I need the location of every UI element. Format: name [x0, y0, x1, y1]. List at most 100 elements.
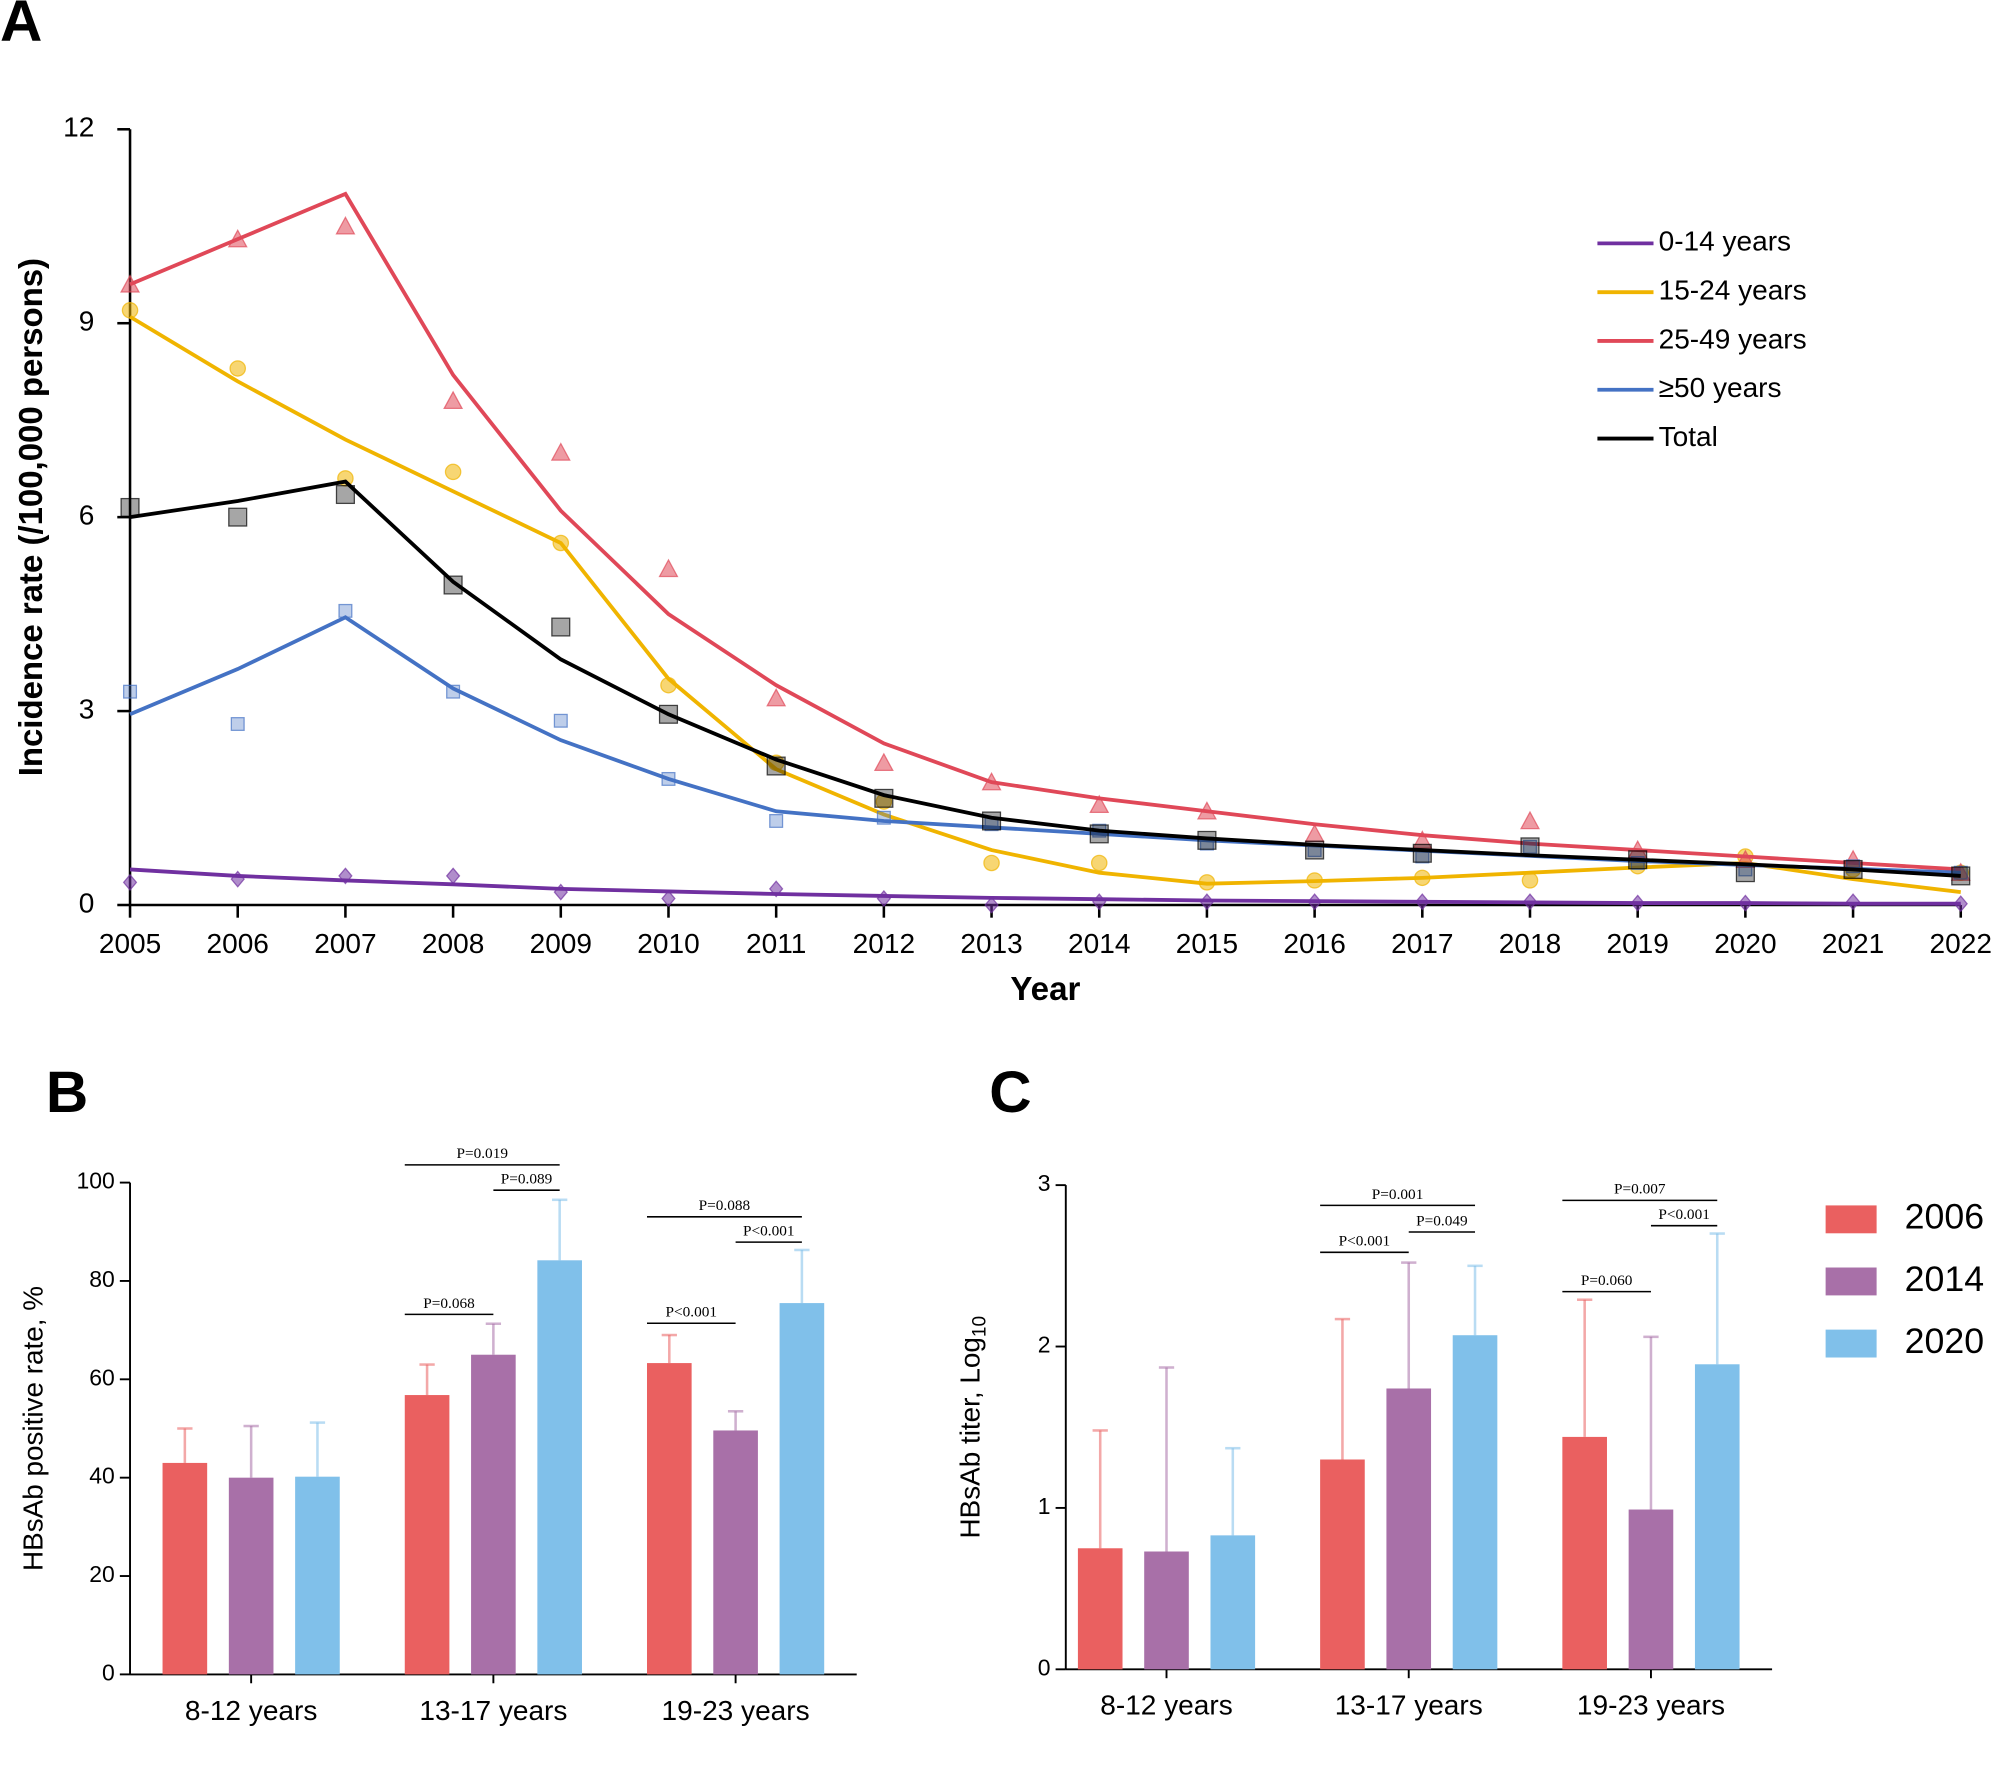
p-value: P=0.001 [1372, 1186, 1424, 1203]
marker [551, 617, 571, 637]
panel-label: A [0, 0, 42, 54]
marker [766, 687, 787, 707]
bar [1694, 1364, 1740, 1670]
legend-label: ≥50 years [1659, 372, 1782, 403]
p-value: P<0.001 [743, 1223, 795, 1240]
marker [553, 883, 568, 901]
y-axis-label-subscript: 10 [969, 1316, 990, 1337]
y-tick-label: 40 [89, 1463, 115, 1489]
bar [1320, 1459, 1365, 1670]
series-line [129, 479, 1961, 878]
series-line [129, 867, 1961, 906]
p-value: P=0.088 [699, 1197, 751, 1214]
legend-label: 0-14 years [1659, 226, 1791, 257]
x-tick-label: 13-17 years [419, 1695, 567, 1726]
marker [123, 684, 138, 699]
series-line [129, 615, 1961, 875]
legend-label: 2014 [1905, 1259, 1984, 1299]
marker [661, 889, 676, 908]
x-tick-label: 2010 [637, 928, 699, 959]
bar [779, 1303, 825, 1675]
p-value: P<0.001 [1658, 1206, 1710, 1223]
marker [121, 302, 139, 319]
marker [658, 558, 679, 578]
y-tick-label: 3 [79, 694, 95, 725]
x-tick-label: 2008 [422, 928, 484, 959]
bar [162, 1462, 208, 1675]
x-tick-label: 2014 [1068, 928, 1130, 959]
marker [984, 896, 999, 914]
x-tick-label: 8-12 years [1100, 1690, 1232, 1721]
y-tick-label: 1 [1038, 1493, 1051, 1519]
bar [1562, 1436, 1607, 1670]
p-value: P=0.007 [1614, 1181, 1666, 1198]
y-tick-label: 60 [89, 1364, 115, 1390]
marker [335, 485, 355, 505]
y-axis-label-text: HBsAb titer, Log [955, 1337, 986, 1538]
marker [445, 867, 461, 885]
marker [443, 575, 463, 595]
y-axis-label: HBsAb titer, Log10 [955, 1316, 990, 1539]
x-tick-label: 2012 [853, 928, 915, 959]
bar [295, 1476, 340, 1675]
y-tick-label: 80 [89, 1266, 115, 1292]
marker [1520, 810, 1540, 830]
bar [471, 1354, 516, 1675]
x-tick-label: 2009 [530, 928, 592, 959]
bar [1077, 1548, 1123, 1670]
bar [1144, 1551, 1189, 1670]
bar [713, 1430, 758, 1675]
p-value: P<0.001 [1339, 1233, 1391, 1250]
marker [983, 854, 1000, 872]
bar [1628, 1509, 1674, 1670]
x-tick-label: 2021 [1822, 928, 1884, 959]
marker [120, 497, 140, 517]
x-tick-label: 2019 [1607, 928, 1669, 959]
legend-swatch [1825, 1267, 1877, 1296]
x-tick-label: 2017 [1391, 928, 1453, 959]
p-value: P=0.089 [501, 1171, 553, 1188]
marker [229, 360, 247, 377]
marker [228, 507, 248, 527]
bar [1452, 1335, 1498, 1670]
marker [444, 463, 462, 481]
y-axis-label: Incidence rate (/100,000 persons) [13, 258, 50, 776]
y-tick-label: 2 [1038, 1332, 1051, 1358]
marker [230, 717, 245, 731]
marker [443, 390, 464, 410]
legend-label: 2020 [1905, 1321, 1984, 1361]
p-value: P=0.068 [423, 1295, 475, 1312]
y-axis-label: HBsAb positive rate, % [18, 1286, 49, 1571]
marker [1304, 823, 1325, 843]
x-tick-label: 19-23 years [662, 1695, 810, 1726]
marker [769, 813, 784, 828]
x-tick-label: 8-12 years [185, 1695, 317, 1726]
y-tick-label: 6 [79, 500, 95, 531]
y-tick-label: 3 [1038, 1170, 1051, 1196]
marker [1089, 824, 1109, 844]
p-value: P=0.060 [1581, 1272, 1633, 1289]
bar [1386, 1388, 1432, 1670]
legend-label: 2006 [1905, 1197, 1984, 1237]
bar [404, 1395, 450, 1675]
x-tick-label: 2005 [99, 928, 161, 959]
y-tick-label: 0 [102, 1659, 115, 1685]
marker [873, 752, 894, 772]
marker [1089, 794, 1110, 814]
y-tick-label: 9 [79, 306, 95, 337]
marker [1522, 839, 1538, 854]
x-tick-label: 2006 [207, 928, 269, 959]
marker [1412, 843, 1432, 863]
x-tick-label: 2013 [960, 928, 1022, 959]
bar [646, 1363, 692, 1675]
y-tick-label: 12 [63, 112, 94, 143]
marker [335, 216, 356, 235]
x-tick-label: 2018 [1499, 928, 1561, 959]
p-value: P=0.049 [1416, 1212, 1468, 1229]
p-value: P<0.001 [666, 1304, 718, 1321]
y-tick-label: 0 [1038, 1654, 1051, 1680]
panel-label: C [989, 1060, 1031, 1125]
x-tick-label: 13-17 years [1335, 1690, 1483, 1721]
x-tick-label: 19-23 years [1577, 1690, 1725, 1721]
